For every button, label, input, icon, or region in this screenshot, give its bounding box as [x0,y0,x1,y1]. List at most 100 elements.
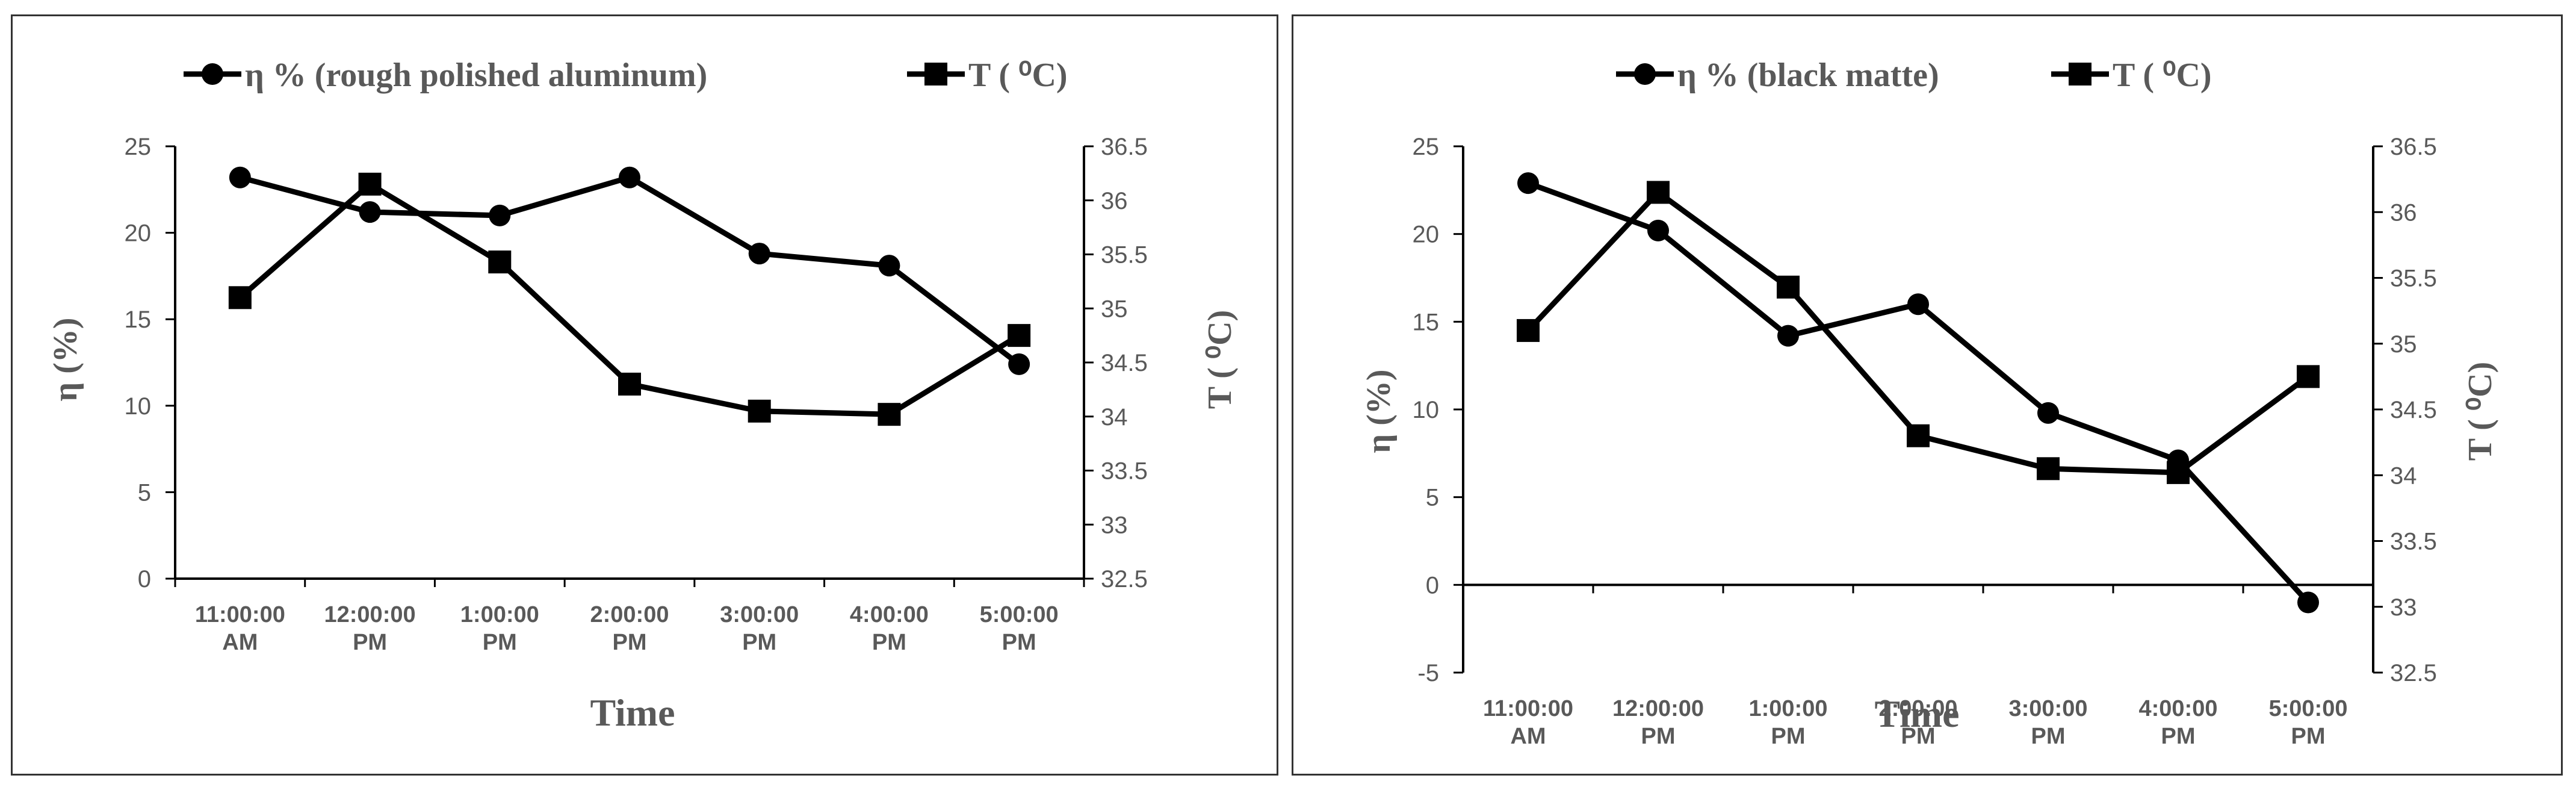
data-point-efficiency [1647,219,1669,241]
legend-marker-efficiency [202,63,223,85]
x-tick-label-line: AM [1510,724,1546,749]
x-tick-label-line: PM [2161,724,2196,749]
y-tick-label-right: 33 [1101,512,1128,538]
chart-black-matte: -5 0 5 10 15 20 25 32.5 33 33.5 34 34.5 35 35.5 36 36.5… [1360,57,2499,749]
data-point-temperature [358,172,382,196]
data-point-efficiency [489,204,511,226]
y-tick-label-right: 33 [2390,594,2417,621]
legend-marker-temperature [924,63,947,86]
x-tick-label-line: PM [613,630,647,655]
y-tick-label-left: 25 [125,134,152,160]
legend-label-efficiency: η % (black matte) [1677,57,1939,94]
y-tick-label-left: 10 [125,393,152,420]
y-tick-label-right: 36 [2390,199,2417,226]
x-tick-label-line: 1:00:00 [460,602,539,627]
x-tick-label-line: PM [1002,630,1036,655]
y-tick-label-left: 15 [1413,309,1440,335]
x-tick-label-line: PM [1771,724,1806,749]
x-tick-label-line: PM [483,630,517,655]
x-tick-label-line: PM [872,630,906,655]
legend-label-temperature: T ( ⁰C) [2113,57,2212,94]
data-point-temperature [2297,365,2320,388]
x-tick-label: 3:00:00 PM [720,602,799,655]
data-point-efficiency [1517,172,1539,194]
y-axis-title-right: T ( ⁰C) [1201,310,1239,409]
y-tick-label-left: 5 [1426,485,1439,511]
y-tick-label-left: 0 [138,566,151,592]
legend-marker-efficiency [1634,63,1656,85]
data-point-efficiency [1777,325,1799,347]
y-tick-label-left: 20 [1413,222,1440,248]
data-point-temperature [878,403,901,426]
x-tick-label-line: 12:00:00 [1612,696,1704,721]
y-tick-label-left: 5 [138,479,151,506]
x-tick-label-line: 2:00:00 [1879,696,1958,721]
series-line-efficiency [239,175,1021,367]
data-point-efficiency [878,255,900,277]
y-tick-label-right: 35.5 [1101,242,1148,269]
y-tick-label-left: 20 [125,220,152,247]
x-tick-label-line: PM [2291,724,2326,749]
y-axis-title-left: η (%) [1360,369,1398,453]
y-tick-label-left: 15 [125,306,152,333]
data-point-efficiency [359,201,381,223]
x-axis-title: Time [590,691,675,734]
data-point-temperature [2167,461,2190,484]
y-tick-label-right: 35 [2390,331,2417,358]
x-tick-label-line: PM [1901,724,1936,749]
data-point-temperature [1008,324,1031,347]
x-tick-label: 4:00:00 PM [850,602,929,655]
x-tick-label-line: 5:00:00 [2269,696,2348,721]
y-tick-label-right: 35 [1101,296,1128,322]
data-point-efficiency [229,166,251,188]
legend-marker-temperature [2069,63,2091,86]
y-tick-label-right: 33.5 [1101,458,1148,485]
data-point-temperature [488,250,512,274]
x-tick-label: 1:00:00 PM [1749,696,1828,749]
x-tick-label: 2:00:00 PM [590,602,669,655]
y-tick-label-right: 32.5 [2390,660,2437,686]
x-tick-label-line: PM [742,630,776,655]
data-point-temperature [1517,319,1540,342]
x-tick-label: 4:00:00 PM [2139,696,2218,749]
x-tick-label: 2:00:00 PM [1879,696,1958,749]
data-point-temperature [748,399,771,423]
x-tick-label-line: 2:00:00 [590,602,669,627]
x-tick-label-line: AM [222,630,258,655]
y-tick-label-left: 0 [1426,572,1439,599]
y-tick-label-left: 25 [1413,134,1440,160]
y-tick-label-right: 35.5 [2390,266,2437,292]
x-tick-label: 12:00:00 PM [1612,696,1704,749]
x-tick-label: 5:00:00 PM [980,602,1059,655]
y-axis-title-left: η (%) [47,317,84,401]
data-point-temperature [228,286,252,309]
data-point-temperature [1647,181,1670,204]
y-tick-label-right: 36 [1101,188,1128,214]
legend-label-temperature: T ( ⁰C) [968,57,1068,94]
x-tick-label-line: 3:00:00 [2009,696,2088,721]
y-tick-label-right: 34 [2390,462,2417,489]
x-tick-label-line: 4:00:00 [2139,696,2218,721]
x-tick-label-line: PM [353,630,387,655]
x-tick-label-line: 11:00:00 [195,602,285,627]
y-tick-label-right: 34 [1101,404,1128,431]
data-point-temperature [1907,424,1930,447]
x-tick-label-line: 1:00:00 [1749,696,1828,721]
data-point-efficiency [2037,402,2059,424]
x-tick-label: 1:00:00 PM [460,602,539,655]
y-tick-label-left: 10 [1413,397,1440,423]
data-point-efficiency [619,166,640,188]
x-axis-title: Time [1874,692,1959,735]
y-tick-label-right: 32.5 [1101,566,1148,592]
y-tick-label-right: 33.5 [2390,529,2437,555]
chart-aluminum: 0 5 10 15 20 25 32.5 33 33.5 34 34.5 35 35.5 36 36.5 11… [47,57,1239,734]
x-tick-label: 11:00:00 AM [1483,696,1573,749]
x-tick-label-line: 4:00:00 [850,602,929,627]
data-point-efficiency [2297,591,2319,614]
series-line-efficiency [1527,180,2311,605]
data-point-efficiency [1008,353,1030,375]
x-tick-label: 3:00:00 PM [2009,696,2088,749]
y-tick-label-right: 34.5 [2390,397,2437,423]
x-tick-label-line: PM [2031,724,2066,749]
data-point-temperature [2037,457,2060,480]
